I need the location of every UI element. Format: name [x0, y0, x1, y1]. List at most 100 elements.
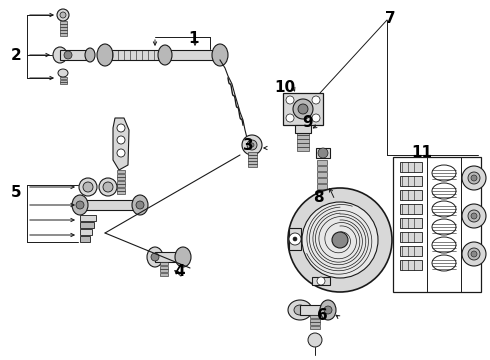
Ellipse shape — [212, 44, 228, 66]
Bar — [60, 80, 67, 81]
Ellipse shape — [53, 47, 67, 63]
Ellipse shape — [324, 306, 332, 314]
Bar — [60, 21, 67, 23]
Ellipse shape — [99, 178, 117, 196]
Text: 5: 5 — [11, 185, 21, 199]
Bar — [317, 166, 327, 171]
Ellipse shape — [72, 195, 88, 215]
Ellipse shape — [471, 175, 477, 181]
Bar — [310, 319, 320, 321]
Bar — [317, 172, 327, 176]
Bar — [400, 190, 422, 200]
Ellipse shape — [117, 149, 125, 157]
Ellipse shape — [302, 202, 378, 278]
Ellipse shape — [468, 210, 480, 222]
Ellipse shape — [247, 140, 257, 150]
Ellipse shape — [468, 248, 480, 260]
Bar — [297, 139, 309, 143]
Bar — [160, 262, 168, 265]
Ellipse shape — [312, 96, 320, 104]
Bar — [400, 162, 422, 172]
Ellipse shape — [432, 201, 456, 217]
Ellipse shape — [132, 195, 148, 215]
Bar — [297, 147, 309, 150]
Bar — [317, 184, 327, 189]
Ellipse shape — [471, 251, 477, 257]
Bar — [297, 135, 309, 139]
Ellipse shape — [288, 300, 312, 320]
Ellipse shape — [242, 135, 262, 155]
Ellipse shape — [289, 233, 301, 245]
Ellipse shape — [76, 201, 84, 209]
Text: 10: 10 — [274, 80, 295, 95]
Bar — [400, 232, 422, 242]
Ellipse shape — [462, 166, 486, 190]
Bar — [317, 160, 327, 165]
Bar — [80, 236, 90, 242]
Ellipse shape — [117, 124, 125, 132]
Bar — [80, 200, 140, 210]
Bar — [400, 204, 422, 214]
Bar — [117, 180, 125, 184]
Ellipse shape — [57, 9, 69, 21]
Ellipse shape — [298, 104, 308, 114]
Bar — [80, 229, 92, 235]
Ellipse shape — [294, 305, 306, 315]
Text: 7: 7 — [385, 10, 395, 26]
Ellipse shape — [83, 182, 93, 192]
Ellipse shape — [103, 182, 113, 192]
Bar — [300, 305, 328, 315]
Ellipse shape — [317, 277, 325, 285]
Ellipse shape — [175, 247, 191, 267]
Ellipse shape — [293, 99, 313, 119]
Ellipse shape — [293, 237, 297, 241]
Bar — [400, 260, 422, 270]
Bar — [60, 24, 67, 27]
Ellipse shape — [462, 204, 486, 228]
Bar — [248, 161, 257, 163]
Bar — [297, 127, 309, 131]
Bar — [60, 30, 67, 32]
Ellipse shape — [85, 48, 95, 62]
Bar — [310, 322, 320, 325]
Ellipse shape — [318, 148, 328, 158]
Ellipse shape — [60, 12, 66, 18]
Ellipse shape — [286, 96, 294, 104]
Ellipse shape — [158, 45, 172, 65]
Bar — [289, 228, 301, 250]
Bar — [60, 27, 67, 30]
Bar — [160, 266, 168, 269]
Ellipse shape — [79, 178, 97, 196]
Bar — [60, 82, 67, 84]
Bar — [248, 152, 257, 154]
Text: 4: 4 — [175, 265, 185, 279]
Ellipse shape — [97, 44, 113, 66]
Bar — [295, 125, 311, 133]
Ellipse shape — [308, 333, 322, 347]
Polygon shape — [113, 118, 129, 170]
Text: 6: 6 — [317, 307, 327, 323]
Ellipse shape — [432, 255, 456, 271]
Bar — [317, 178, 327, 183]
Bar — [297, 143, 309, 147]
Ellipse shape — [432, 219, 456, 235]
Bar — [160, 269, 168, 272]
Bar — [117, 191, 125, 194]
Bar — [317, 190, 327, 194]
Ellipse shape — [332, 232, 348, 248]
Ellipse shape — [136, 201, 144, 209]
Ellipse shape — [288, 188, 392, 292]
Bar — [248, 158, 257, 161]
Ellipse shape — [147, 247, 163, 267]
Bar — [312, 277, 330, 285]
Bar — [117, 174, 125, 176]
Ellipse shape — [462, 242, 486, 266]
Bar — [317, 202, 327, 207]
Bar — [310, 325, 320, 328]
Bar — [317, 196, 327, 201]
Bar — [283, 93, 323, 125]
Bar — [400, 246, 422, 256]
Bar — [316, 148, 330, 158]
Bar — [317, 208, 327, 212]
Ellipse shape — [432, 183, 456, 199]
